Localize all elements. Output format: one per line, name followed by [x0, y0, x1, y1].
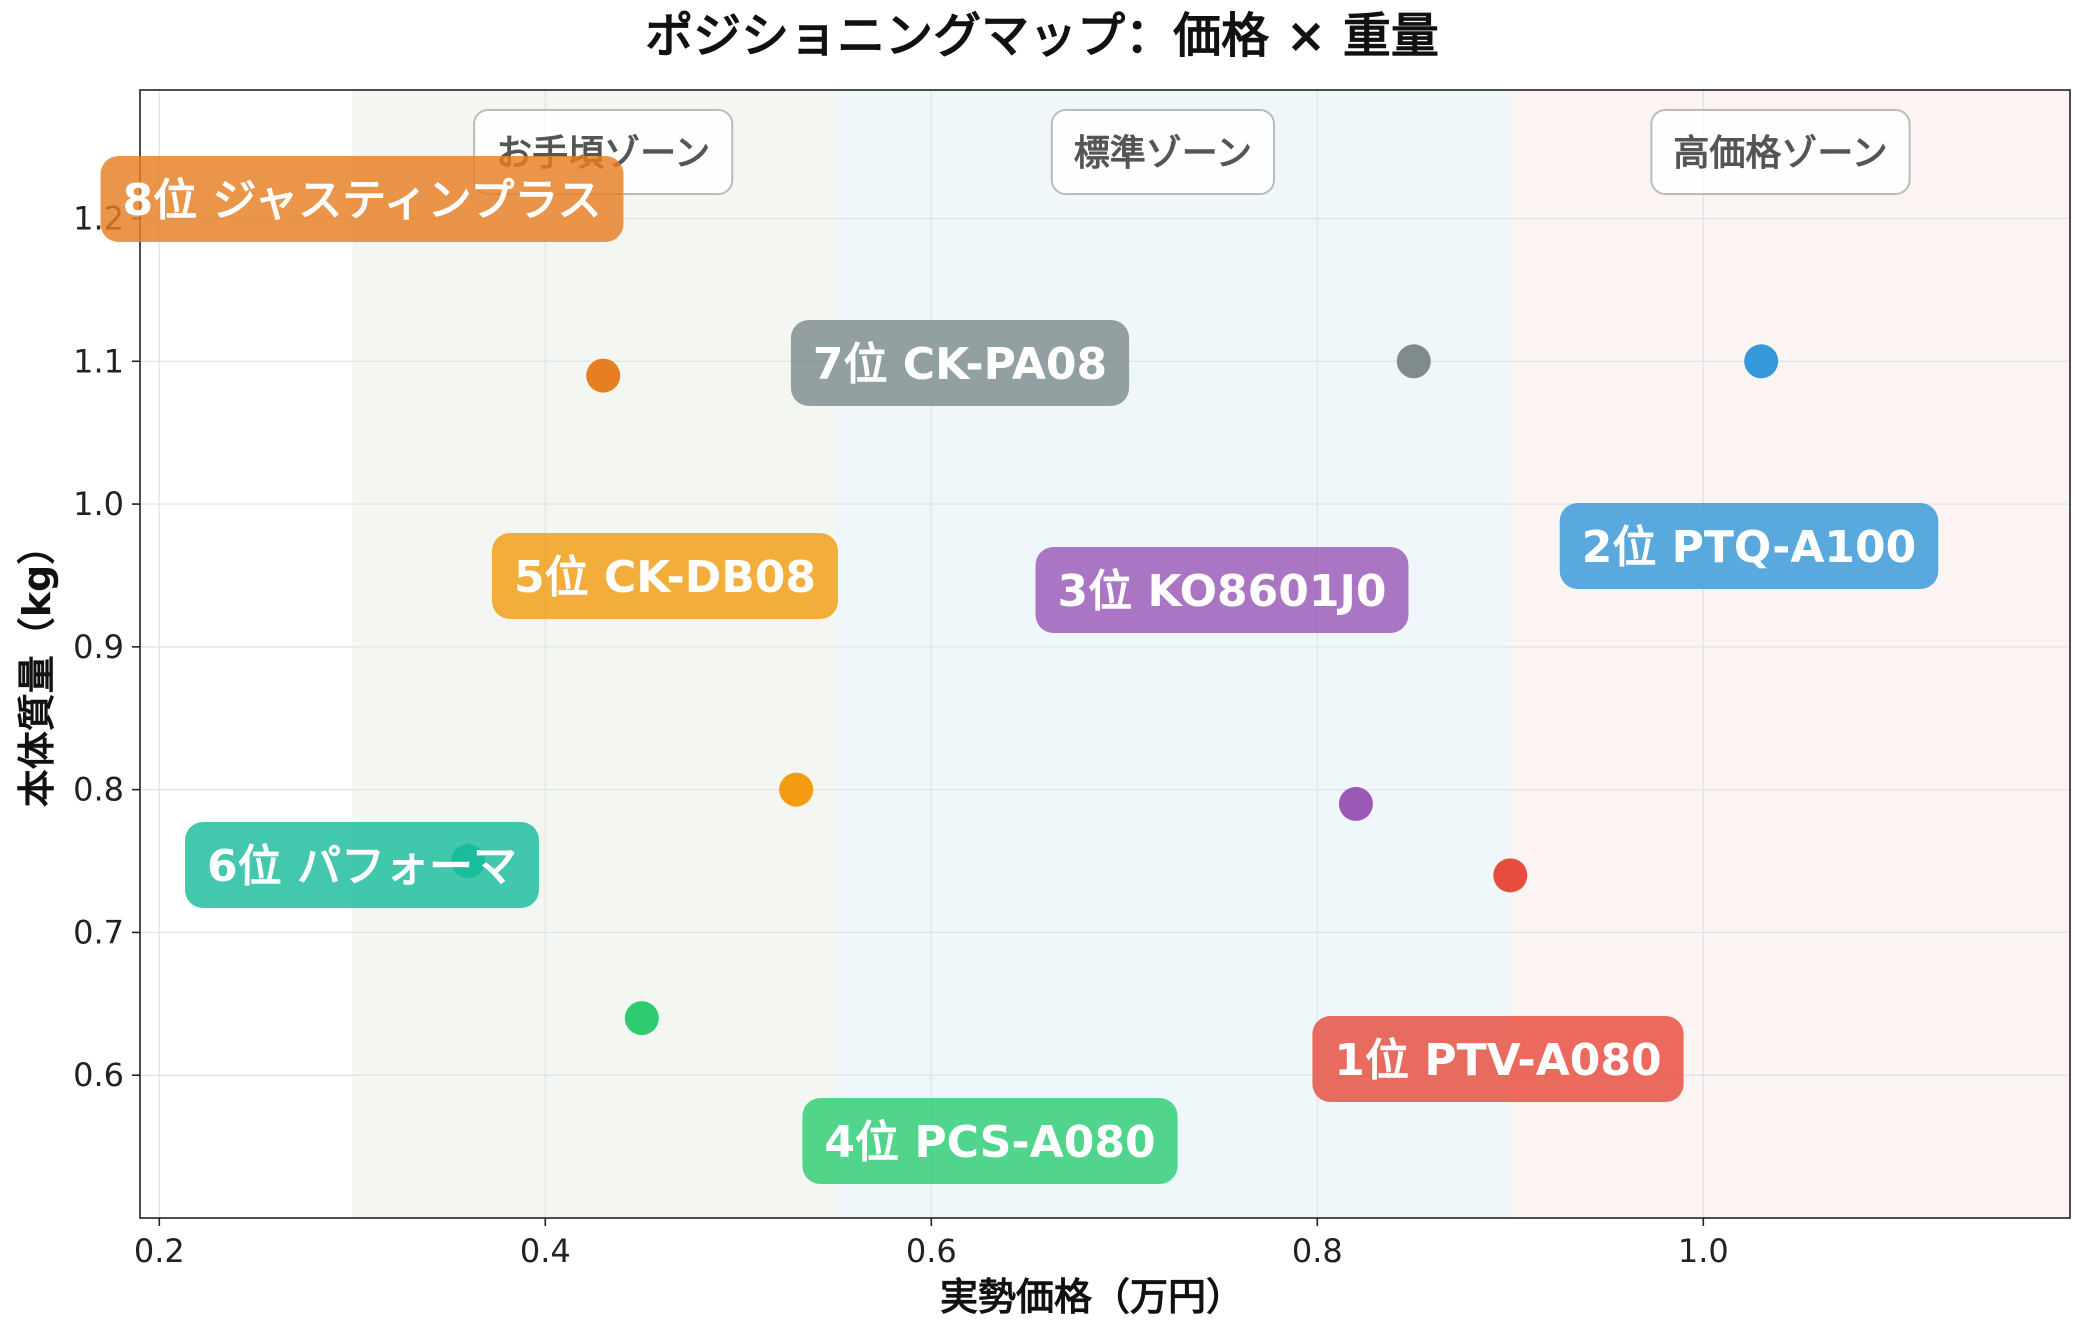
point-label-text: 6位 パフォーマ — [207, 841, 517, 892]
y-tick-label: 1.1 — [73, 342, 124, 380]
point-label-3: 3位 KO8601J0 — [1035, 547, 1409, 633]
point-label-6: 6位 パフォーマ — [185, 822, 539, 908]
point-label-text: 1位 PTV-A080 — [1334, 1035, 1661, 1086]
point-label-5: 5位 CK-DB08 — [491, 533, 839, 619]
zone-label-text: 高価格ゾーン — [1673, 133, 1887, 174]
axes: 0.2 0.4 0.6 0.8 1.00.60.70.80.91.01.11.2 — [73, 89, 2071, 1270]
zone-label-3: 高価格ゾーン — [1650, 109, 1911, 195]
data-point-5 — [779, 772, 814, 807]
y-tick-label: 0.9 — [73, 628, 124, 666]
zone-label-2: 標準ゾーン — [1050, 109, 1276, 195]
y-tick-label: 1.0 — [73, 485, 124, 523]
x-axis-label: 実勢価格（万円） — [940, 1275, 1244, 1319]
point-label-text: 8位 ジャスティンプラス — [123, 175, 602, 226]
zone-label-text: 標準ゾーン — [1074, 133, 1252, 174]
point-labels: 1位 PTV-A080 2位 PTQ-A100 3位 KO8601J0 4位 PCS-… — [100, 156, 1939, 1184]
point-label-text: 2位 PTQ-A100 — [1582, 522, 1917, 573]
zone-label-box — [1650, 109, 1911, 195]
point-label-1: 1位 PTV-A080 — [1312, 1016, 1684, 1102]
zone-bands — [352, 90, 2070, 1218]
point-label-box — [1312, 1016, 1684, 1102]
data-point-2 — [1744, 344, 1779, 379]
zone-band-1 — [352, 90, 835, 1218]
point-label-box — [491, 533, 839, 619]
point-label-box — [185, 822, 539, 908]
plot-frame — [139, 89, 2071, 1219]
zone-label-box — [1050, 109, 1276, 195]
point-label-7: 7位 CK-PA08 — [790, 320, 1130, 406]
data-point-4 — [624, 1001, 659, 1036]
point-label-2: 2位 PTQ-A100 — [1559, 503, 1939, 589]
y-tick-label: 0.8 — [73, 771, 124, 809]
chart-title: ポジショニングマップ：価格 × 重量 — [645, 8, 1439, 64]
point-label-box — [802, 1098, 1178, 1184]
zone-labels: お手頃ゾーン 標準ゾーン 高価格ゾーン — [473, 109, 1911, 195]
point-label-box — [1559, 503, 1939, 589]
y-tick-label: 0.7 — [73, 913, 124, 951]
data-point-1 — [1493, 858, 1528, 893]
data-point-3 — [1338, 786, 1373, 821]
x-tick-label: 0.4 — [520, 1232, 571, 1270]
point-label-text: 4位 PCS-A080 — [824, 1117, 1155, 1168]
data-point-8 — [586, 358, 621, 393]
point-label-box — [100, 156, 624, 242]
point-label-box — [1035, 547, 1409, 633]
point-label-8: 8位 ジャスティンプラス — [100, 156, 624, 242]
point-label-text: 7位 CK-PA08 — [813, 339, 1107, 390]
point-label-text: 3位 KO8601J0 — [1058, 566, 1387, 617]
point-label-4: 4位 PCS-A080 — [802, 1098, 1178, 1184]
x-tick-label: 0.2 — [134, 1232, 185, 1270]
point-label-text: 5位 CK-DB08 — [514, 552, 816, 603]
x-tick-label: 1.0 — [1678, 1232, 1729, 1270]
y-axis-label: 本体質量（kg） — [15, 527, 59, 807]
point-label-box — [790, 320, 1130, 406]
y-tick-label: 0.6 — [73, 1056, 124, 1094]
x-tick-label: 0.6 — [906, 1232, 957, 1270]
data-point-7 — [1396, 344, 1431, 379]
x-tick-label: 0.8 — [1292, 1232, 1343, 1270]
